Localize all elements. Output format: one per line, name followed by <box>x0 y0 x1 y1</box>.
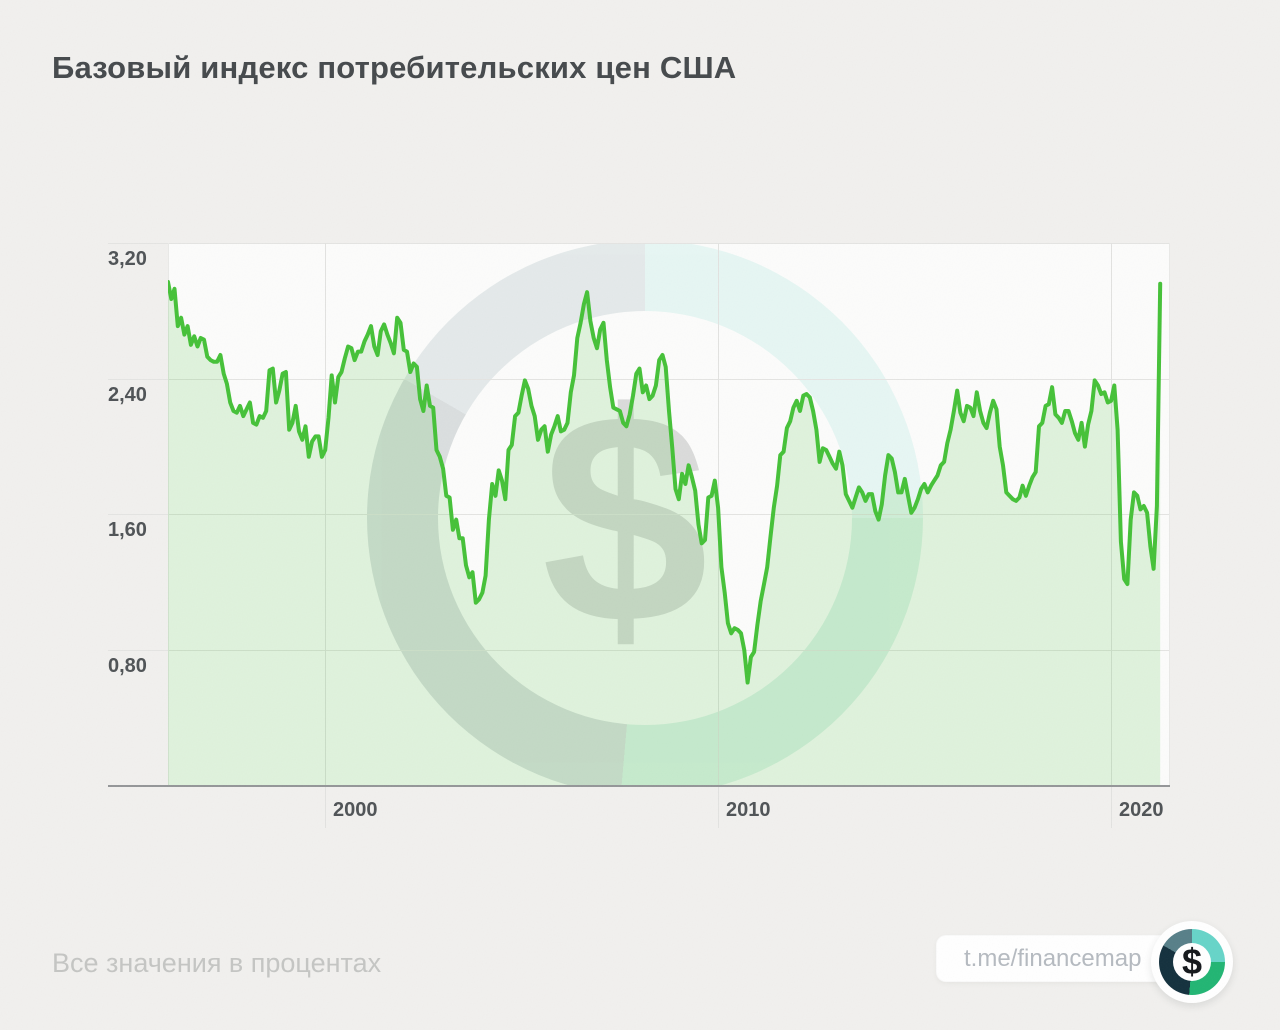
x-tick-label: 2020 <box>1119 799 1164 821</box>
telegram-badge: t.me/financemap <box>936 935 1174 982</box>
y-tick-label: 3,20 <box>108 248 147 270</box>
footnote: Все значения в процентах <box>52 948 382 978</box>
cpi-line-chart <box>168 280 1163 786</box>
page-title: Базовый индекс потребительских цен США <box>52 50 737 85</box>
y-tick-label: 2,40 <box>108 384 147 406</box>
y-tick-label: 0,80 <box>108 655 147 677</box>
x-axis-line <box>108 785 1170 787</box>
telegram-handle: t.me/financemap <box>964 944 1142 972</box>
brand-logo: $ <box>1151 921 1233 1003</box>
brand-logo-core: $ <box>1173 943 1211 981</box>
brand-logo-ring: $ <box>1159 929 1225 995</box>
y-tick-label: 1,60 <box>108 519 147 541</box>
x-tick-label: 2010 <box>726 799 771 821</box>
x-tick-label: 2000 <box>333 799 378 821</box>
dollar-icon: $ <box>1181 941 1203 982</box>
